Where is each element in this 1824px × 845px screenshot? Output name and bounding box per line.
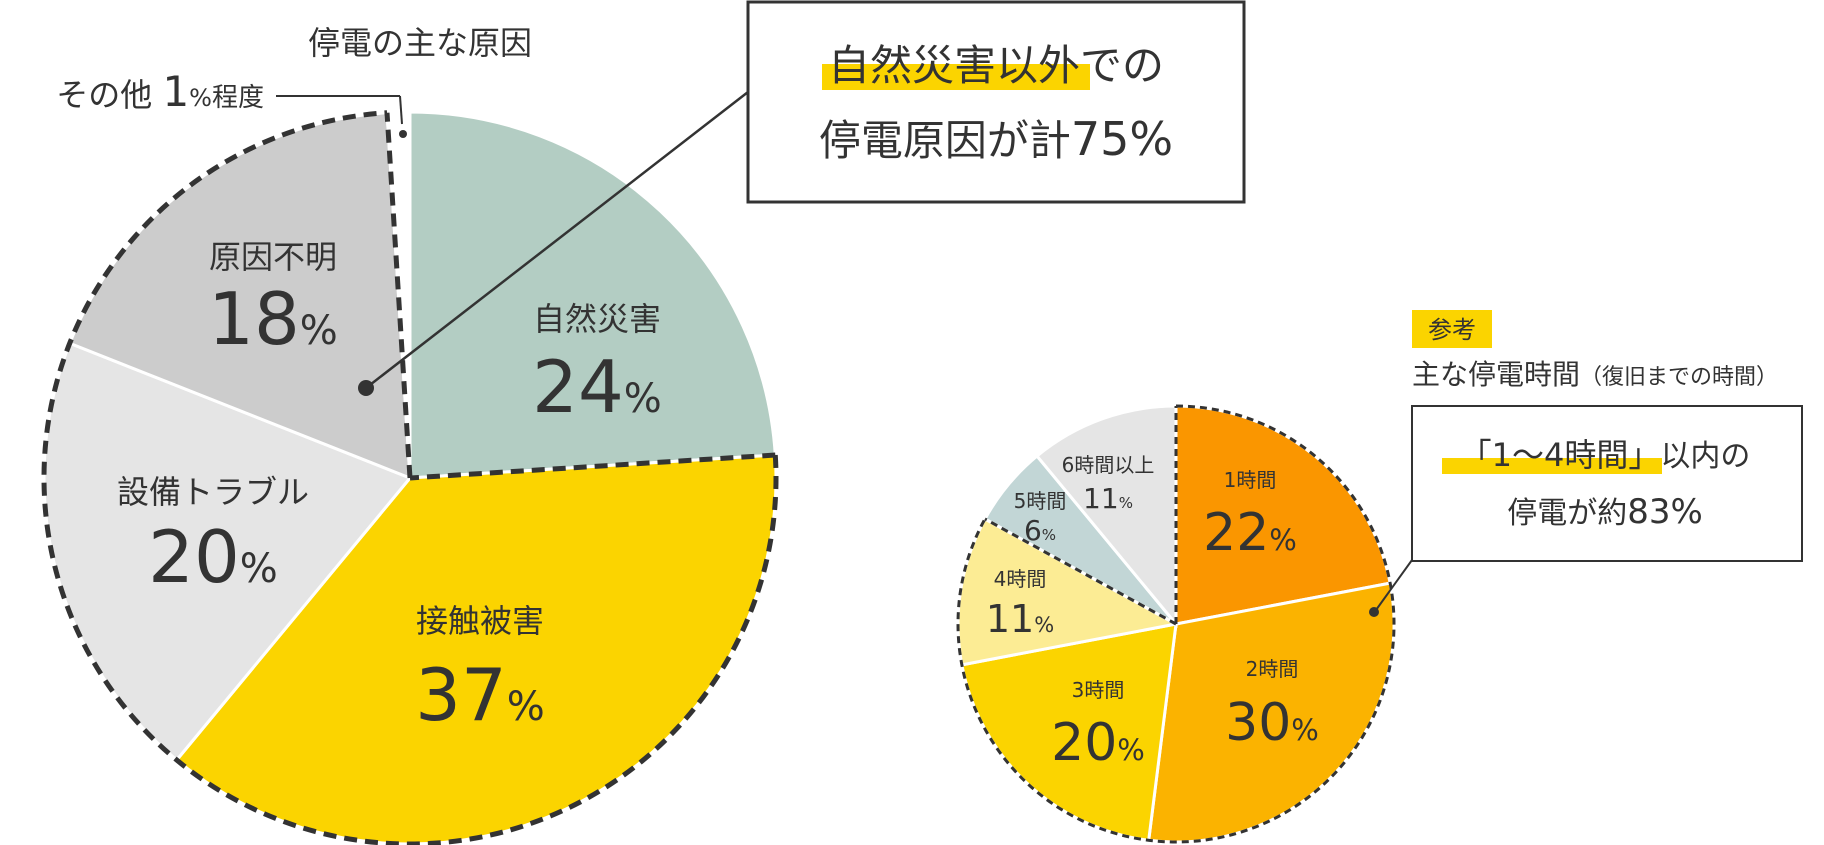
time-chart-subtitle: （復旧までの時間） [1580,365,1778,390]
time-chart-title-main: 主な停電時間 [1412,358,1580,391]
time-value-num-3: 11 [986,597,1034,641]
other-note-suffix: 程度 [212,83,264,113]
cause-value-num-1: 37 [415,653,507,737]
time-value-4: 6% [1024,514,1056,547]
time-value-num-0: 22 [1203,503,1269,563]
cause-callout-line2-unit: % [1129,112,1173,166]
time-label-4: 5時間 [1014,489,1067,513]
other-note-value: 1 [162,67,189,116]
cause-slice-0 [408,110,777,480]
cause-label-2: 設備トラブル [117,473,309,511]
time-slice-5 [1034,404,1178,629]
other-note-dot [399,130,407,138]
time-callout-line2-value: 83 [1627,492,1670,532]
cause-value-num-2: 20 [148,515,240,599]
time-value-unit-4: % [1042,526,1056,544]
cause-value-num-3: 18 [208,277,300,361]
other-note: その他 1%程度 [56,67,264,116]
time-label-1: 2時間 [1246,657,1299,681]
cause-callout-dot [358,380,374,396]
ref-badge-bg [1412,310,1492,348]
cause-value-0: 24% [532,345,662,429]
time-value-3: 11% [986,597,1054,641]
cause-callout-line1: 自然災害以外での [828,41,1164,90]
other-note-label: その他 [56,76,162,114]
cause-value-unit-0: % [624,376,662,422]
cause-callout-line2: 停電原因が計75% [819,112,1173,166]
cause-label-1: 接触被害 [416,602,544,640]
cause-value-1: 37% [415,653,545,737]
time-value-unit-1: % [1291,713,1319,747]
cause-label-3: 原因不明 [209,238,337,276]
time-label-2: 3時間 [1072,678,1125,702]
cause-callout-highlight [822,64,1090,90]
time-value-5: 11% [1083,482,1133,515]
time-callout-highlight-text: 「1～4時間」 [1460,436,1661,474]
cause-callout-line2-text: 停電原因が計 [819,116,1071,165]
cause-callout-highlight-text: 自然災害以外 [828,41,1080,90]
cause-callout-line1-rest: での [1080,41,1164,90]
cause-value-unit-2: % [240,546,278,592]
cause-value-unit-1: % [507,684,545,730]
cause-dash-arc [41,110,779,845]
time-callout-leader [1375,559,1413,611]
time-value-num-5: 11 [1083,482,1119,515]
time-slice-2 [960,622,1178,842]
other-note-leader-v [399,95,403,125]
time-dash-radial-b [984,517,1177,626]
time-callout-dot [1369,607,1379,617]
time-callout-highlight [1442,458,1662,474]
time-value-num-1: 30 [1225,693,1291,753]
cause-chart-title: 停電の主な原因 [308,24,532,62]
time-value-num-4: 6 [1024,514,1042,547]
time-callout-line2-unit: % [1670,492,1702,532]
time-value-unit-0: % [1269,523,1297,557]
time-callout-line1-rest: 以内の [1660,439,1750,474]
time-value-unit-3: % [1034,613,1054,637]
time-label-5: 6時間以上 [1062,453,1155,477]
cause-value-unit-3: % [300,308,338,354]
time-label-0: 1時間 [1224,468,1277,492]
cause-value-num-0: 24 [532,345,624,429]
time-value-1: 30% [1225,693,1319,753]
cause-callout-line2-value: 75 [1071,112,1130,166]
time-label-3: 4時間 [994,567,1047,591]
cause-callout-leader [365,91,749,389]
time-value-unit-5: % [1119,494,1133,512]
cause-label-0: 自然災害 [533,300,661,338]
cause-dash-radial-a [409,452,776,481]
ref-badge-text: 参考 [1428,316,1476,344]
time-value-0: 22% [1203,503,1297,563]
cause-callout-box [746,0,1246,204]
cause-value-3: 18% [208,277,338,361]
time-callout-line1: 「1～4時間」以内の [1460,436,1751,474]
time-callout-box [1411,405,1803,562]
cause-dash-radial-b [384,112,413,479]
cause-value-2: 20% [148,515,278,599]
time-callout-line2-text: 停電が約 [1507,496,1627,531]
time-chart-title: 主な停電時間（復旧までの時間） [1412,358,1778,391]
other-note-unit: % [189,84,212,112]
time-callout-line2: 停電が約83% [1507,492,1703,532]
time-value-2: 20% [1051,713,1145,773]
time-dash-arc [956,404,1396,844]
time-value-unit-2: % [1117,733,1145,767]
time-value-num-2: 20 [1051,713,1117,773]
